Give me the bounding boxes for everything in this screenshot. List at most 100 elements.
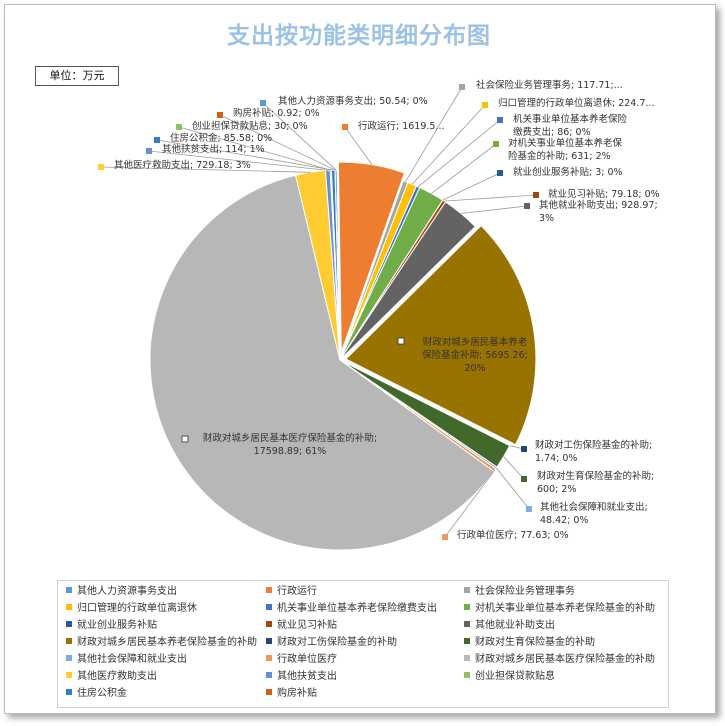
label-marker bbox=[181, 435, 189, 443]
legend-label: 就业见习补贴 bbox=[277, 620, 337, 631]
legend-label: 行政运行 bbox=[277, 586, 317, 597]
legend-item: 购房补贴 bbox=[266, 687, 317, 701]
legend-item: 其他人力资源事务支出 bbox=[66, 585, 177, 599]
data-label: 创业担保贷款贴息; 30; 0% bbox=[192, 120, 308, 132]
legend-label: 购房补贴 bbox=[277, 688, 317, 699]
legend-item: 住房公积金 bbox=[66, 687, 127, 701]
legend: 其他人力资源事务支出 行政运行 社会保险业务管理事务归口管理的行政单位离退休 机关事业… bbox=[57, 580, 669, 708]
legend-item: 社会保险业务管理事务 bbox=[464, 585, 575, 599]
legend-item: 归口管理的行政单位离退休 bbox=[66, 602, 197, 616]
pie-slices bbox=[149, 161, 537, 551]
legend-swatch bbox=[266, 587, 272, 593]
data-label: 就业见习补贴; 79.18; 0% bbox=[548, 188, 660, 200]
legend-swatch bbox=[66, 604, 72, 610]
legend-swatch bbox=[66, 672, 72, 678]
legend-label: 就业创业服务补贴 bbox=[77, 620, 157, 631]
leader-line bbox=[460, 205, 528, 214]
leader-line bbox=[148, 150, 328, 171]
legend-label: 其他就业补助支出 bbox=[475, 620, 555, 631]
legend-swatch bbox=[464, 655, 470, 661]
label-marker bbox=[154, 137, 160, 143]
data-label: 行政运行; 1619.5... bbox=[358, 120, 445, 132]
leader-line bbox=[156, 139, 334, 171]
legend-label: 其他扶贫支出 bbox=[277, 671, 337, 682]
legend-item: 其他扶贫支出 bbox=[266, 670, 337, 684]
legend-item: 其他就业补助支出 bbox=[464, 619, 555, 633]
leader-line bbox=[444, 469, 496, 538]
legend-item: 创业担保贷款贴息 bbox=[464, 670, 555, 684]
legend-item: 其他医疗救助支出 bbox=[66, 670, 157, 684]
data-label: 行政单位医疗; 77.63; 0% bbox=[457, 529, 569, 541]
legend-item: 财政对城乡居民基本养老保险基金的补助 bbox=[66, 636, 257, 650]
legend-swatch bbox=[464, 604, 470, 610]
data-label: 其他扶贫支出; 114; 1% bbox=[162, 143, 265, 155]
legend-item: 行政运行 bbox=[266, 585, 317, 599]
legend-swatch bbox=[464, 672, 470, 678]
label-marker bbox=[533, 192, 539, 198]
label-marker bbox=[98, 164, 104, 170]
legend-swatch bbox=[464, 638, 470, 644]
unit-label: 单位：万元 bbox=[35, 66, 119, 86]
legend-swatch bbox=[66, 638, 72, 644]
label-marker bbox=[459, 84, 465, 90]
legend-label: 归口管理的行政单位离退休 bbox=[77, 603, 197, 614]
data-label: 机关事业单位基本养老保险缴费支出; 86; 0% bbox=[513, 113, 628, 138]
legend-swatch bbox=[66, 587, 72, 593]
data-label: 其他人力资源事务支出; 50.54; 0% bbox=[278, 95, 428, 107]
label-marker bbox=[442, 534, 448, 540]
leader-line bbox=[262, 102, 337, 171]
leader-line bbox=[503, 456, 525, 480]
label-marker bbox=[526, 506, 532, 512]
leader-line bbox=[219, 114, 336, 171]
data-labels: 其他人力资源事务支出; 50.54; 0% 行政运行; 1619.5... 社会保险… bbox=[98, 79, 660, 541]
data-label: 财政对工伤保险基金的补助; 1.74; 0% bbox=[535, 439, 652, 464]
legend-label: 财政对生育保险基金的补助 bbox=[475, 637, 595, 648]
label-marker bbox=[493, 141, 499, 147]
legend-label: 对机关事业单位基本养老保险基金的补助 bbox=[475, 603, 655, 614]
legend-swatch bbox=[66, 621, 72, 627]
legend-item: 财政对城乡居民基本医疗保险基金的补助 bbox=[464, 653, 655, 667]
legend-label: 其他社会保障和就业支出 bbox=[77, 654, 187, 665]
legend-swatch bbox=[66, 689, 72, 695]
data-label: 其他医疗救助支出; 729.18; 3% bbox=[114, 159, 251, 171]
legend-swatch bbox=[266, 604, 272, 610]
data-label: 财政对生育保险基金的补助; 600; 2% bbox=[537, 470, 654, 495]
legend-item: 其他社会保障和就业支出 bbox=[66, 653, 187, 667]
label-marker bbox=[524, 203, 530, 209]
legend-swatch bbox=[66, 655, 72, 661]
data-label: 对机关事业单位基本养老保险基金的补助; 631; 2% bbox=[508, 137, 623, 162]
legend-label: 其他人力资源事务支出 bbox=[77, 586, 177, 597]
legend-item: 对机关事业单位基本养老保险基金的补助 bbox=[464, 602, 655, 616]
leader-line bbox=[496, 467, 530, 510]
chart-title: 支出按功能类明细分布图 bbox=[227, 22, 491, 49]
leader-line bbox=[431, 143, 497, 194]
leader-line bbox=[417, 119, 501, 188]
legend-label: 财政对工伤保险基金的补助 bbox=[277, 637, 397, 648]
label-marker bbox=[482, 102, 488, 108]
pie-slice bbox=[345, 224, 537, 446]
label-marker bbox=[497, 170, 503, 176]
legend-item: 机关事业单位基本养老保险缴费支出 bbox=[266, 602, 437, 616]
pie-slice bbox=[149, 174, 495, 551]
legend-item: 财政对工伤保险基金的补助 bbox=[266, 636, 397, 650]
legend-label: 机关事业单位基本养老保险缴费支出 bbox=[277, 603, 437, 614]
data-label: 住房公积金; 85.58; 0% bbox=[170, 132, 272, 144]
leader-line bbox=[100, 166, 311, 173]
data-label: 购房补贴; 0.92; 0% bbox=[233, 107, 320, 119]
leader-line bbox=[411, 104, 486, 185]
data-label: 就业创业服务补贴; 3; 0% bbox=[513, 166, 623, 178]
legend-label: 财政对城乡居民基本养老保险基金的补助 bbox=[77, 637, 257, 648]
label-marker bbox=[217, 112, 223, 118]
legend-label: 其他医疗救助支出 bbox=[77, 671, 157, 682]
data-label: 其他就业补助支出; 928.97; 3% bbox=[539, 199, 658, 224]
legend-label: 行政单位医疗 bbox=[277, 654, 337, 665]
leader-line bbox=[444, 194, 537, 202]
legend-swatch bbox=[464, 587, 470, 593]
legend-label: 财政对城乡居民基本医疗保险基金的补助 bbox=[475, 654, 655, 665]
legend-item: 财政对生育保险基金的补助 bbox=[464, 636, 595, 650]
legend-item: 就业创业服务补贴 bbox=[66, 619, 157, 633]
pie-slice bbox=[339, 201, 476, 361]
legend-label: 创业担保贷款贴息 bbox=[475, 671, 555, 682]
label-marker bbox=[521, 446, 527, 452]
